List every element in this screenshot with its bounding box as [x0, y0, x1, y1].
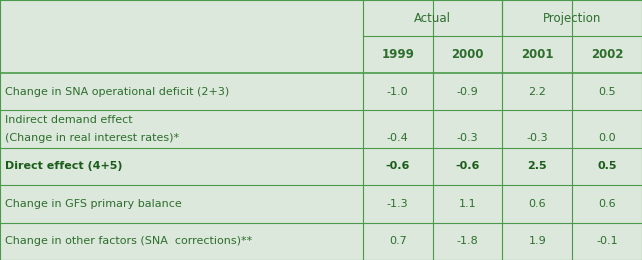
Text: -1.3: -1.3: [387, 199, 408, 209]
Text: Indirect demand effect: Indirect demand effect: [5, 115, 133, 125]
Text: 2000: 2000: [451, 48, 483, 61]
Text: Direct effect (4+5): Direct effect (4+5): [5, 161, 123, 171]
Text: 2.5: 2.5: [528, 161, 547, 171]
Text: 2001: 2001: [521, 48, 553, 61]
Text: -1.8: -1.8: [456, 236, 478, 246]
Text: 2.2: 2.2: [528, 87, 546, 96]
Text: 0.5: 0.5: [597, 161, 617, 171]
Text: -0.9: -0.9: [456, 87, 478, 96]
Text: 0.5: 0.5: [598, 87, 616, 96]
Text: 0.6: 0.6: [528, 199, 546, 209]
Text: -0.4: -0.4: [386, 133, 408, 142]
Text: -0.1: -0.1: [596, 236, 618, 246]
Text: 1999: 1999: [381, 48, 414, 61]
Text: 2002: 2002: [591, 48, 623, 61]
Text: Change in GFS primary balance: Change in GFS primary balance: [5, 199, 182, 209]
Text: -0.6: -0.6: [455, 161, 480, 171]
Text: -0.3: -0.3: [456, 133, 478, 142]
Text: 0.6: 0.6: [598, 199, 616, 209]
Text: Actual: Actual: [414, 12, 451, 25]
Text: 1.1: 1.1: [458, 199, 476, 209]
Text: Change in SNA operational deficit (2+3): Change in SNA operational deficit (2+3): [5, 87, 229, 96]
Text: -1.0: -1.0: [387, 87, 408, 96]
Text: -0.3: -0.3: [526, 133, 548, 142]
Text: Projection: Projection: [543, 12, 602, 25]
Text: 0.0: 0.0: [598, 133, 616, 142]
Text: 0.7: 0.7: [389, 236, 406, 246]
Text: (Change in real interest rates)*: (Change in real interest rates)*: [5, 133, 179, 142]
Text: Change in other factors (SNA  corrections)**: Change in other factors (SNA corrections…: [5, 236, 252, 246]
Text: 1.9: 1.9: [528, 236, 546, 246]
Text: -0.6: -0.6: [385, 161, 410, 171]
